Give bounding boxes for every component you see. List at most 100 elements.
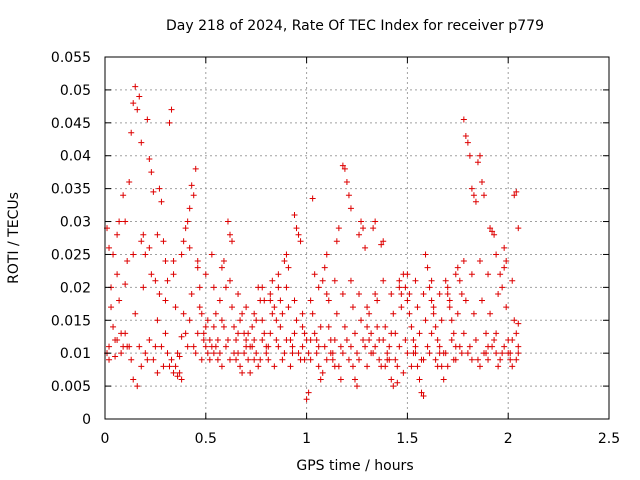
data-point: [497, 271, 504, 278]
data-point: [174, 350, 181, 357]
data-point: [237, 317, 244, 324]
data-point: [364, 323, 371, 330]
data-point: [450, 356, 457, 363]
data-point: [362, 244, 369, 251]
data-point: [509, 363, 516, 370]
data-point: [460, 116, 467, 123]
data-point: [432, 356, 439, 363]
data-point: [418, 389, 425, 396]
data-point: [503, 258, 510, 265]
data-point: [108, 304, 115, 311]
data-point: [299, 310, 306, 317]
data-point: [297, 356, 304, 363]
data-point: [140, 284, 147, 291]
data-point: [110, 251, 117, 258]
data-point: [200, 337, 207, 344]
data-point: [412, 277, 419, 284]
data-point: [466, 343, 473, 350]
data-point: [120, 343, 127, 350]
data-point: [513, 330, 520, 337]
data-point: [303, 396, 310, 403]
data-point: [414, 304, 421, 311]
data-point: [208, 343, 215, 350]
data-point: [194, 258, 201, 265]
data-point: [321, 343, 328, 350]
data-point: [458, 290, 465, 297]
data-point: [178, 251, 185, 258]
data-point: [343, 337, 350, 344]
data-point: [134, 106, 141, 113]
data-point: [507, 356, 514, 363]
data-point: [499, 350, 506, 357]
data-point: [218, 264, 225, 271]
y-tick-label: 0.035: [51, 182, 91, 198]
data-point: [275, 271, 282, 278]
data-point: [130, 100, 137, 107]
data-point: [162, 330, 169, 337]
data-point: [156, 185, 163, 192]
data-point: [321, 264, 328, 271]
data-point: [468, 271, 475, 278]
data-point: [160, 363, 167, 370]
data-point: [297, 238, 304, 245]
data-point: [287, 363, 294, 370]
data-point: [468, 185, 475, 192]
data-point: [146, 156, 153, 163]
data-point: [406, 290, 413, 297]
data-point: [335, 225, 342, 232]
data-point: [144, 356, 151, 363]
y-tick-label: 0.03: [60, 215, 91, 231]
data-point: [136, 343, 143, 350]
data-point: [515, 343, 522, 350]
data-point: [358, 218, 365, 225]
data-point: [289, 350, 296, 357]
data-point: [305, 350, 312, 357]
data-point: [356, 231, 363, 238]
data-point: [168, 106, 175, 113]
data-point: [416, 330, 423, 337]
data-point: [444, 290, 451, 297]
data-point: [146, 244, 153, 251]
data-point: [253, 350, 260, 357]
data-point: [124, 258, 131, 265]
data-point: [323, 251, 330, 258]
y-tick-label: 0.01: [60, 346, 91, 362]
data-point: [476, 258, 483, 265]
data-point: [462, 132, 469, 139]
data-point: [283, 337, 290, 344]
data-point: [462, 297, 469, 304]
data-point: [231, 323, 238, 330]
data-point: [364, 363, 371, 370]
data-point: [436, 343, 443, 350]
data-point: [239, 310, 246, 317]
data-point: [285, 264, 292, 271]
data-point: [140, 231, 147, 238]
data-point: [269, 277, 276, 284]
data-point: [158, 343, 165, 350]
data-point: [235, 290, 242, 297]
data-point: [245, 330, 252, 337]
data-point: [329, 356, 336, 363]
data-point: [513, 188, 520, 195]
data-point: [418, 356, 425, 363]
data-point: [398, 304, 405, 311]
data-point: [380, 277, 387, 284]
data-point: [231, 350, 238, 357]
data-point: [412, 343, 419, 350]
data-point: [349, 363, 356, 370]
data-point: [426, 350, 433, 357]
data-point: [150, 188, 157, 195]
data-point: [128, 356, 135, 363]
data-point: [305, 389, 312, 396]
y-tick-label: 0.05: [60, 83, 91, 99]
data-point: [176, 353, 183, 360]
data-point: [220, 258, 227, 265]
data-point: [394, 379, 401, 386]
data-point: [210, 350, 217, 357]
data-point: [291, 330, 298, 337]
data-point: [309, 195, 316, 202]
data-point: [472, 337, 479, 344]
data-point: [210, 284, 217, 291]
data-point: [269, 310, 276, 317]
data-point: [192, 350, 199, 357]
